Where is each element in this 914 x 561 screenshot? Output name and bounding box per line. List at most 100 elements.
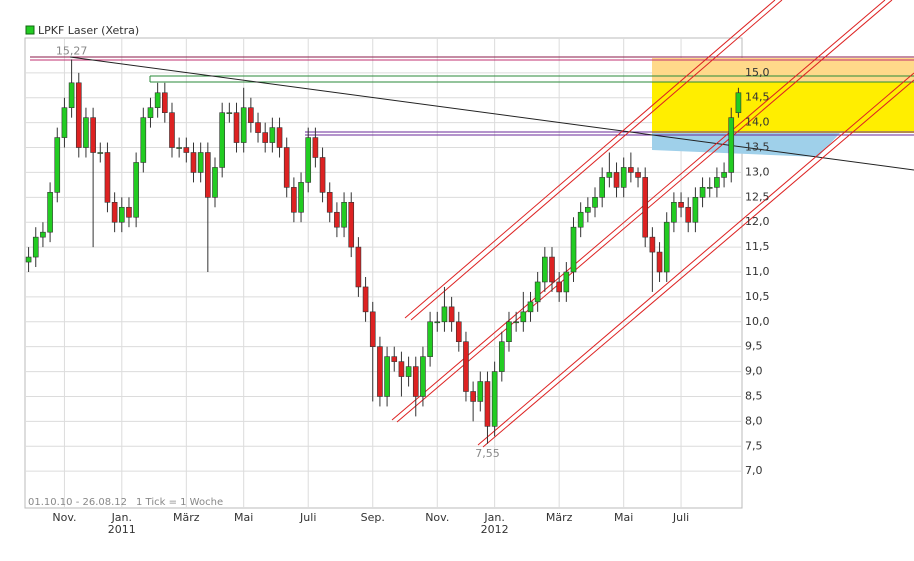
- x-year-label: 2012: [481, 523, 509, 536]
- y-tick-label: 12,5: [745, 190, 770, 203]
- candle-body: [240, 107, 247, 143]
- channel: [482, 79, 914, 448]
- high-label: 15,27: [56, 44, 88, 57]
- candle-body: [477, 381, 484, 402]
- legend-swatch: [25, 25, 35, 35]
- zone: [652, 82, 914, 133]
- y-tick-label: 11,5: [745, 240, 770, 253]
- candle-body: [212, 167, 218, 198]
- candle-body: [455, 321, 462, 343]
- candle-body: [671, 202, 677, 223]
- candle-body: [169, 112, 175, 148]
- candle-body: [649, 236, 656, 253]
- x-year-label: 2011: [108, 523, 136, 536]
- candle-body: [61, 107, 68, 138]
- candle-body: [563, 271, 570, 293]
- candle-body: [47, 192, 53, 233]
- candle-body: [434, 321, 441, 324]
- candle-body: [556, 281, 562, 293]
- y-tick-label: 14,5: [745, 91, 770, 104]
- candle-body: [491, 371, 498, 427]
- candle-body: [276, 127, 283, 148]
- candle-body: [326, 192, 333, 213]
- candle-body: [592, 197, 598, 208]
- y-tick-label: 8,5: [745, 389, 763, 402]
- candle-body: [154, 92, 161, 109]
- channel: [391, 0, 886, 421]
- drawing-tools: [30, 0, 914, 448]
- candle-body: [162, 92, 168, 113]
- candle-body: [714, 177, 720, 188]
- y-tick-label: 10,0: [745, 315, 770, 328]
- y-tick-label: 15,0: [745, 66, 770, 79]
- y-tick-label: 8,0: [745, 414, 763, 427]
- channel: [410, 0, 783, 321]
- x-tick-label: Nov.: [425, 511, 449, 524]
- candle-body: [620, 167, 627, 188]
- y-tick-label: 13,0: [745, 165, 770, 178]
- candle-body: [405, 366, 412, 377]
- candle-body: [398, 361, 405, 377]
- candle-body: [283, 147, 290, 188]
- candle-body: [735, 92, 742, 113]
- candle-body: [377, 346, 383, 397]
- channel: [404, 0, 776, 319]
- candle-body: [126, 206, 132, 218]
- candle-body: [262, 132, 269, 143]
- x-tick-label: Mai: [614, 511, 633, 524]
- x-tick-label: Nov.: [52, 511, 76, 524]
- candle-body: [255, 122, 261, 133]
- candle-body: [269, 127, 276, 143]
- low-label: 7,55: [475, 447, 500, 460]
- candle-body: [678, 202, 684, 208]
- candle-body: [147, 107, 154, 118]
- candle-body: [527, 301, 534, 313]
- tick-note: 1 Tick = 1 Woche: [136, 497, 223, 508]
- candle-body: [721, 172, 727, 178]
- candle-body: [613, 172, 620, 188]
- candle-body: [183, 147, 190, 153]
- candle-body: [226, 112, 233, 114]
- candle-body: [291, 187, 297, 213]
- candle-body: [319, 157, 326, 193]
- x-tick-label: Jan.: [483, 511, 504, 524]
- candle-body: [40, 231, 46, 238]
- y-tick-label: 10,5: [745, 290, 770, 303]
- candle-body: [420, 356, 426, 397]
- y-tick-label: 7,0: [745, 464, 763, 477]
- candle-body: [25, 256, 32, 263]
- candle-body: [534, 281, 541, 303]
- y-tick-label: 9,0: [745, 365, 763, 378]
- candle-body: [233, 112, 240, 143]
- candle-body: [656, 251, 663, 273]
- candle-body: [520, 311, 527, 323]
- candle-body: [298, 182, 304, 213]
- y-tick-label: 9,5: [745, 340, 763, 353]
- x-tick-label: Juli: [299, 511, 316, 524]
- period: 01.10.10 - 26.08.12: [28, 497, 127, 508]
- x-tick-label: Juli: [672, 511, 689, 524]
- candle-body: [83, 117, 89, 148]
- trendline: [69, 56, 914, 171]
- candle-body: [111, 202, 118, 223]
- candle-body: [75, 82, 82, 148]
- candle-body: [513, 321, 519, 324]
- candle-body: [90, 117, 96, 153]
- candle-body: [570, 226, 577, 273]
- candle-body: [384, 356, 390, 397]
- candle-body: [176, 147, 182, 149]
- candle-body: [585, 206, 591, 213]
- candle-body: [427, 321, 433, 357]
- candle-body: [542, 256, 548, 283]
- y-tick-label: 7,5: [745, 439, 763, 452]
- candle-body: [470, 391, 476, 402]
- y-tick-label: 11,0: [745, 265, 770, 278]
- candle-body: [728, 117, 735, 173]
- candle-body: [312, 137, 319, 158]
- candle-body: [577, 211, 584, 228]
- zone: [652, 133, 840, 157]
- zone: [652, 58, 914, 82]
- x-tick-label: Mai: [234, 511, 253, 524]
- candle-body: [642, 177, 649, 238]
- candle-body: [685, 206, 692, 223]
